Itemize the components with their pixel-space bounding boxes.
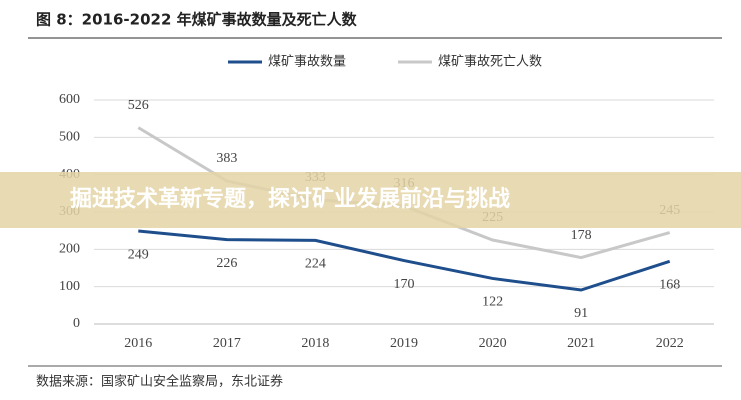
y-tick-label: 0 [73,316,80,331]
value-label: 91 [574,306,588,321]
y-tick-label: 600 [59,92,80,107]
value-label: 178 [571,228,592,243]
chart-title: 图 8：2016-2022 年煤矿事故数量及死亡人数 [36,11,358,29]
y-tick-label: 100 [59,279,80,294]
value-label: 170 [394,277,415,292]
value-label: 122 [482,295,503,310]
value-label: 224 [305,257,326,272]
series-line [138,229,671,292]
legend-label: 煤矿事故死亡人数 [438,55,542,70]
value-label: 226 [216,256,237,271]
x-tick-label: 2018 [301,336,329,351]
x-tick-label: 2022 [656,336,684,351]
value-label: 526 [128,98,149,113]
x-tick-label: 2016 [124,336,152,351]
legend-label: 煤矿事故数量 [268,55,346,70]
banner-text: 掘进技术革新专题，探讨矿业发展前沿与挑战 [70,186,510,212]
x-tick-label: 2021 [567,336,595,351]
y-tick-label: 200 [59,242,80,257]
source: 数据来源：国家矿山安全监察局，东北证券 [36,374,283,390]
value-label: 168 [659,277,680,292]
value-label: 249 [128,247,149,262]
y-tick-label: 500 [59,130,80,145]
x-tick-label: 2017 [213,336,241,351]
x-tick-label: 2019 [390,336,418,351]
banner [0,172,741,228]
x-tick-label: 2020 [479,336,507,351]
value-label: 383 [216,151,237,166]
